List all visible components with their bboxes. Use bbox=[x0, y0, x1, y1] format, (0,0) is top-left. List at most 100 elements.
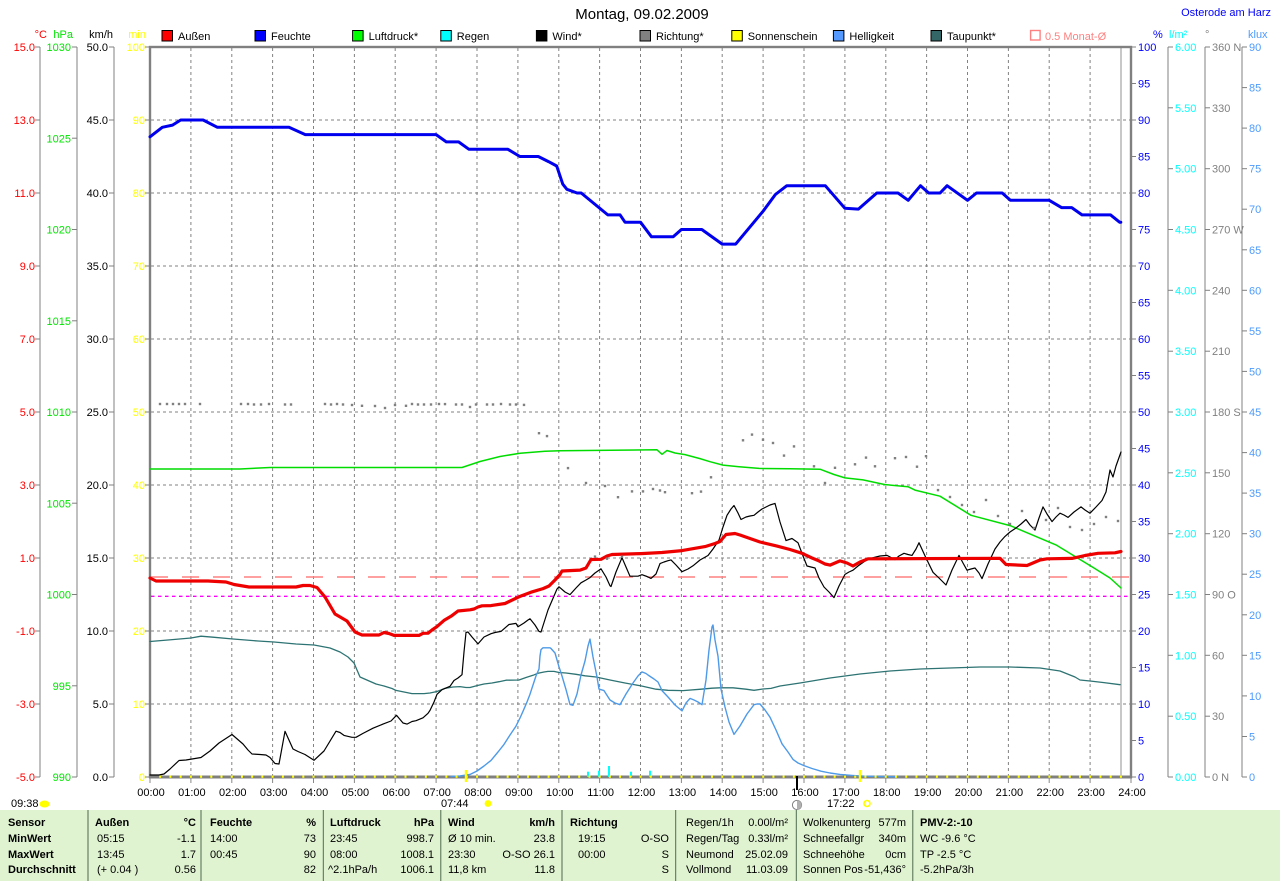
svg-text:40: 40 bbox=[133, 480, 145, 492]
svg-text:1005: 1005 bbox=[47, 498, 71, 510]
svg-text:-5.2hPa/3h: -5.2hPa/3h bbox=[920, 864, 974, 876]
svg-text:10: 10 bbox=[1249, 691, 1261, 703]
svg-text:30: 30 bbox=[1249, 529, 1261, 541]
svg-text:3.00: 3.00 bbox=[1175, 407, 1196, 419]
svg-text:21:00: 21:00 bbox=[996, 787, 1024, 799]
svg-text:klux: klux bbox=[1248, 29, 1268, 41]
svg-text:hPa: hPa bbox=[53, 29, 73, 41]
svg-text:0: 0 bbox=[1249, 772, 1255, 784]
svg-text:12:00: 12:00 bbox=[628, 787, 656, 799]
svg-text:23.8: 23.8 bbox=[534, 833, 555, 845]
svg-text:17:00: 17:00 bbox=[832, 787, 860, 799]
svg-text:13.0: 13.0 bbox=[14, 115, 35, 127]
svg-text:20.0: 20.0 bbox=[87, 480, 108, 492]
svg-text:09:00: 09:00 bbox=[505, 787, 533, 799]
svg-text:35: 35 bbox=[1138, 517, 1150, 529]
svg-text:-1.1: -1.1 bbox=[177, 833, 196, 845]
svg-text:3.50: 3.50 bbox=[1175, 346, 1196, 358]
svg-text:30.0: 30.0 bbox=[87, 334, 108, 346]
svg-text:-3.0: -3.0 bbox=[16, 699, 35, 711]
svg-text:06:00: 06:00 bbox=[382, 787, 410, 799]
svg-text:80: 80 bbox=[1249, 123, 1261, 135]
svg-text:hPa: hPa bbox=[414, 817, 435, 829]
svg-text:30: 30 bbox=[1212, 711, 1224, 723]
svg-text:5.50: 5.50 bbox=[1175, 103, 1196, 115]
svg-text:05:15: 05:15 bbox=[97, 833, 125, 845]
svg-text:45.0: 45.0 bbox=[87, 115, 108, 127]
svg-text:00:45: 00:45 bbox=[210, 849, 238, 861]
svg-text:07:00: 07:00 bbox=[423, 787, 451, 799]
svg-text:15.0: 15.0 bbox=[14, 42, 35, 54]
svg-text:65: 65 bbox=[1138, 298, 1150, 310]
svg-text:5.0: 5.0 bbox=[20, 407, 35, 419]
svg-text:90: 90 bbox=[1138, 115, 1150, 127]
svg-text:2.50: 2.50 bbox=[1175, 468, 1196, 480]
svg-text:Luftdruck: Luftdruck bbox=[330, 817, 382, 829]
svg-text:l/m²: l/m² bbox=[1169, 29, 1188, 41]
svg-text:08:00: 08:00 bbox=[464, 787, 492, 799]
svg-text:Regen/1h: Regen/1h bbox=[686, 817, 734, 829]
svg-text:210: 210 bbox=[1212, 346, 1230, 358]
svg-text:998.7: 998.7 bbox=[406, 833, 434, 845]
svg-text:1008.1: 1008.1 bbox=[400, 849, 434, 861]
svg-text:5: 5 bbox=[1138, 736, 1144, 748]
svg-text:km/h: km/h bbox=[89, 29, 113, 41]
svg-text:Wind*: Wind* bbox=[552, 31, 582, 43]
svg-text:S: S bbox=[662, 849, 669, 861]
svg-text:Schneefallgr: Schneefallgr bbox=[803, 833, 864, 845]
svg-text:100: 100 bbox=[127, 42, 145, 54]
svg-text:Sensor: Sensor bbox=[8, 817, 46, 829]
svg-text:00:00: 00:00 bbox=[137, 787, 165, 799]
svg-text:14:00: 14:00 bbox=[709, 787, 737, 799]
svg-text:0: 0 bbox=[1138, 772, 1144, 784]
svg-text:07:44: 07:44 bbox=[441, 798, 469, 810]
svg-text:Sonnenschein: Sonnenschein bbox=[748, 31, 818, 43]
svg-text:03:00: 03:00 bbox=[260, 787, 288, 799]
svg-text:95: 95 bbox=[1138, 79, 1150, 91]
svg-text:0.5 Monat-Ø: 0.5 Monat-Ø bbox=[1045, 31, 1107, 43]
svg-text:577m: 577m bbox=[878, 817, 906, 829]
svg-text:Außen: Außen bbox=[178, 31, 210, 43]
svg-text:Wind: Wind bbox=[448, 817, 475, 829]
svg-text:0 N: 0 N bbox=[1212, 772, 1229, 784]
svg-text:0: 0 bbox=[139, 772, 145, 784]
svg-text:300: 300 bbox=[1212, 164, 1230, 176]
svg-text:70: 70 bbox=[1138, 261, 1150, 273]
svg-text:360 N: 360 N bbox=[1212, 42, 1241, 54]
svg-text:°C: °C bbox=[184, 817, 196, 829]
svg-text:75: 75 bbox=[1138, 225, 1150, 237]
svg-text:22:00: 22:00 bbox=[1036, 787, 1064, 799]
svg-text:20: 20 bbox=[1249, 610, 1261, 622]
svg-text:2.00: 2.00 bbox=[1175, 529, 1196, 541]
svg-text:14:00: 14:00 bbox=[210, 833, 238, 845]
svg-text:Wolkenunterg: Wolkenunterg bbox=[803, 817, 871, 829]
svg-text:30: 30 bbox=[133, 553, 145, 565]
svg-text:50: 50 bbox=[1249, 366, 1261, 378]
svg-text:82: 82 bbox=[304, 864, 316, 876]
svg-text:0.56: 0.56 bbox=[175, 864, 196, 876]
svg-text:MaxWert: MaxWert bbox=[8, 849, 54, 861]
svg-text:TP -2.5 °C: TP -2.5 °C bbox=[920, 849, 971, 861]
svg-text:10: 10 bbox=[1138, 699, 1150, 711]
svg-text:995: 995 bbox=[53, 681, 71, 693]
svg-text:5.00: 5.00 bbox=[1175, 164, 1196, 176]
svg-text:18:00: 18:00 bbox=[873, 787, 901, 799]
svg-text:%: % bbox=[306, 817, 316, 829]
svg-text:Vollmond: Vollmond bbox=[686, 864, 731, 876]
svg-text:100: 100 bbox=[1138, 42, 1156, 54]
svg-text:9.0: 9.0 bbox=[20, 261, 35, 273]
svg-text:0.33l/m²: 0.33l/m² bbox=[748, 833, 788, 845]
svg-text:45: 45 bbox=[1138, 444, 1150, 456]
svg-text:-51,436°: -51,436° bbox=[864, 864, 906, 876]
svg-text:80: 80 bbox=[133, 188, 145, 200]
svg-text:10:00: 10:00 bbox=[546, 787, 574, 799]
svg-text:1006.1: 1006.1 bbox=[400, 864, 434, 876]
svg-text:150: 150 bbox=[1212, 468, 1230, 480]
svg-text:O-SO: O-SO bbox=[641, 833, 670, 845]
svg-text:90: 90 bbox=[133, 115, 145, 127]
svg-text:20: 20 bbox=[133, 626, 145, 638]
svg-text:60: 60 bbox=[1249, 285, 1261, 297]
svg-text:90 O: 90 O bbox=[1212, 589, 1236, 601]
svg-text:0cm: 0cm bbox=[885, 849, 906, 861]
svg-text:40: 40 bbox=[1138, 480, 1150, 492]
